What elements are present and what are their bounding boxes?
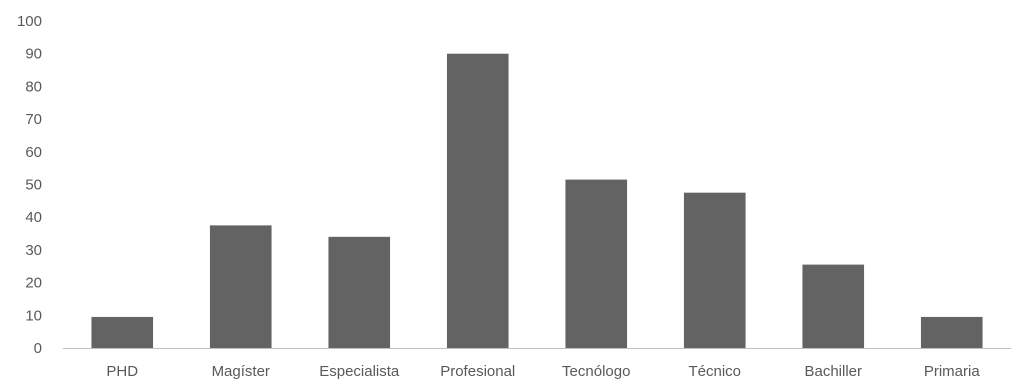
x-tick-label: Bachiller (804, 363, 862, 380)
y-axis-ticks: 0 10 20 30 40 50 60 70 80 90 100 (17, 13, 42, 357)
bars-group (91, 53, 983, 348)
y-tick-label: 90 (25, 46, 42, 63)
x-tick-label: Tecnólogo (562, 363, 630, 380)
y-tick-label: 60 (25, 144, 42, 161)
bar (565, 179, 628, 348)
y-tick-label: 80 (25, 78, 42, 95)
x-tick-label: Especialista (319, 363, 400, 380)
bar (802, 264, 865, 348)
bar (328, 236, 391, 348)
bar (209, 225, 272, 348)
x-axis-labels: PHD Magíster Especialista Profesional Tecnól… (106, 363, 980, 380)
y-tick-label: 50 (25, 177, 42, 194)
y-tick-label: 40 (25, 209, 42, 226)
y-tick-label: 100 (17, 13, 42, 30)
x-tick-label: Técnico (688, 363, 741, 380)
x-tick-label: Profesional (440, 363, 515, 380)
bar (446, 53, 509, 348)
bar (683, 192, 746, 348)
y-tick-label: 0 (34, 340, 42, 357)
y-tick-label: 70 (25, 111, 42, 128)
y-tick-label: 30 (25, 242, 42, 259)
y-tick-label: 10 (25, 307, 42, 324)
x-tick-label: Magíster (212, 363, 270, 380)
y-tick-label: 20 (25, 275, 42, 292)
bar (920, 316, 983, 348)
x-tick-label: Primaria (924, 363, 980, 380)
x-tick-label: PHD (106, 363, 138, 380)
bar (91, 316, 154, 348)
